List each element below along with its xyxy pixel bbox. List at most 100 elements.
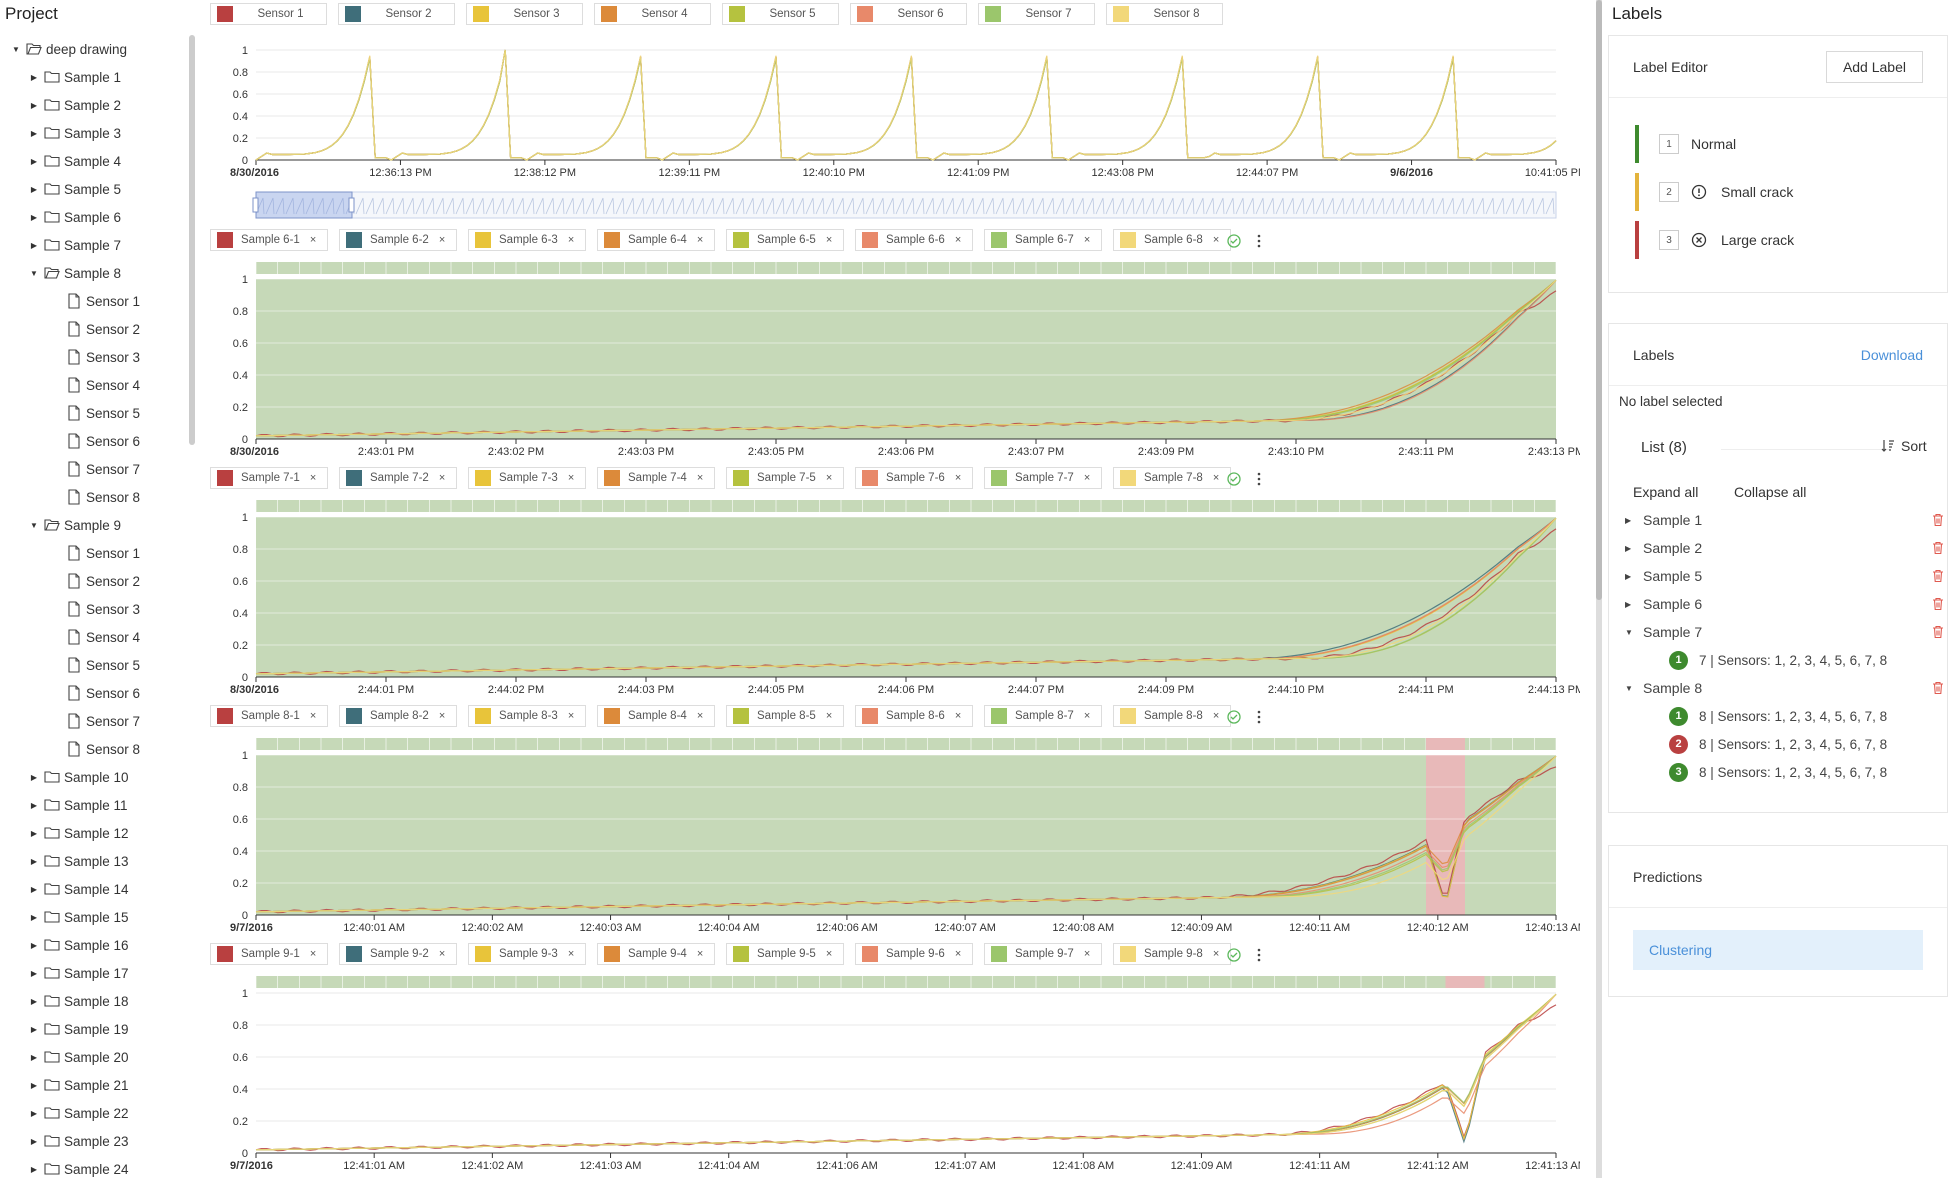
- caret-right-icon[interactable]: ▶: [30, 1108, 38, 1118]
- tree-folder-item[interactable]: ▶ Sample 2: [0, 91, 185, 119]
- tree-file-item[interactable]: Sensor 8: [0, 483, 185, 511]
- remove-series-icon[interactable]: ×: [696, 948, 704, 960]
- caret-down-icon[interactable]: ▼: [30, 520, 38, 530]
- sample-chart-9[interactable]: 1 0.8 0.6 0.4 0.2 09/7/2016 12:41:01 AM 12:41:0…: [210, 967, 1580, 1178]
- remove-series-icon[interactable]: ×: [1083, 710, 1091, 722]
- remove-series-icon[interactable]: ×: [438, 710, 446, 722]
- tree-folder-item[interactable]: ▶ Sample 11: [0, 791, 185, 819]
- caret-right-icon[interactable]: ▶: [30, 1164, 38, 1174]
- scrollbar-thumb[interactable]: [1596, 0, 1602, 600]
- tree-file-item[interactable]: Sensor 7: [0, 707, 185, 735]
- legend-chip[interactable]: Sample 6-1 ×: [210, 229, 328, 251]
- remove-series-icon[interactable]: ×: [309, 710, 317, 722]
- tree-folder-item[interactable]: ▶ Sample 14: [0, 875, 185, 903]
- caret-right-icon[interactable]: ▶: [30, 828, 38, 838]
- legend-chip[interactable]: Sample 8-1 ×: [210, 705, 328, 727]
- legend-chip[interactable]: Sample 7-6 ×: [855, 467, 973, 489]
- caret-right-icon[interactable]: ▶: [30, 1080, 38, 1090]
- legend-chip[interactable]: Sample 7-1 ×: [210, 467, 328, 489]
- legend-chip[interactable]: Sample 6-3 ×: [468, 229, 586, 251]
- caret-right-icon[interactable]: ▶: [30, 1136, 38, 1146]
- check-circle-icon[interactable]: [1227, 710, 1241, 724]
- collapse-all-link[interactable]: Collapse all: [1734, 484, 1807, 500]
- remove-series-icon[interactable]: ×: [567, 472, 575, 484]
- remove-series-icon[interactable]: ×: [825, 710, 833, 722]
- caret-right-icon[interactable]: ▶: [30, 912, 38, 922]
- more-vertical-icon[interactable]: [1256, 472, 1262, 486]
- remove-series-icon[interactable]: ×: [1212, 710, 1220, 722]
- legend-chip[interactable]: Sample 6-6 ×: [855, 229, 973, 251]
- caret-right-icon[interactable]: ▶: [30, 72, 38, 82]
- remove-series-icon[interactable]: ×: [1212, 948, 1220, 960]
- caret-down-icon[interactable]: ▼: [1625, 683, 1633, 693]
- caret-down-icon[interactable]: ▼: [12, 44, 20, 54]
- check-circle-icon[interactable]: [1227, 234, 1241, 248]
- caret-right-icon[interactable]: ▶: [30, 184, 38, 194]
- sample-chart-6[interactable]: 1 0.8 0.6 0.4 0.2 08/30/2016 2:43:01 PM 2:43:02…: [210, 253, 1580, 468]
- label-list-item[interactable]: ▼ Sample 8: [1609, 674, 1949, 702]
- caret-down-icon[interactable]: ▼: [1625, 627, 1633, 637]
- remove-series-icon[interactable]: ×: [1212, 234, 1220, 246]
- label-instance[interactable]: 3 8 | Sensors: 1, 2, 3, 4, 5, 6, 7, 8: [1609, 758, 1949, 786]
- caret-right-icon[interactable]: ▶: [30, 884, 38, 894]
- add-label-button[interactable]: Add Label: [1825, 50, 1923, 83]
- label-definition-row[interactable]: 3 Large crack: [1609, 216, 1947, 264]
- label-list-item[interactable]: ▶ Sample 2: [1609, 534, 1949, 562]
- legend-chip[interactable]: Sensor 7: [978, 3, 1095, 25]
- caret-right-icon[interactable]: ▶: [1625, 543, 1632, 553]
- remove-series-icon[interactable]: ×: [1083, 472, 1091, 484]
- tree-file-item[interactable]: Sensor 7: [0, 455, 185, 483]
- tree-file-item[interactable]: Sensor 2: [0, 315, 185, 343]
- tree-folder-item[interactable]: ▶ Sample 13: [0, 847, 185, 875]
- remove-series-icon[interactable]: ×: [825, 472, 833, 484]
- legend-chip[interactable]: Sample 8-4 ×: [597, 705, 715, 727]
- navigator-handle-left[interactable]: [252, 197, 259, 213]
- remove-series-icon[interactable]: ×: [954, 710, 962, 722]
- tree-folder-item[interactable]: ▶ Sample 15: [0, 903, 185, 931]
- legend-chip[interactable]: Sensor 2: [338, 3, 455, 25]
- tree-file-item[interactable]: Sensor 4: [0, 623, 185, 651]
- caret-right-icon[interactable]: ▶: [1625, 515, 1632, 525]
- tree-file-item[interactable]: Sensor 6: [0, 679, 185, 707]
- caret-right-icon[interactable]: ▶: [30, 772, 38, 782]
- sample-chart-8[interactable]: 1 0.8 0.6 0.4 0.2 09/7/2016 12:40:01 AM 12:40:0…: [210, 729, 1580, 944]
- tree-folder-item[interactable]: ▶ Sample 6: [0, 203, 185, 231]
- legend-chip[interactable]: Sample 9-5 ×: [726, 943, 844, 965]
- legend-chip[interactable]: Sample 7-8 ×: [1113, 467, 1231, 489]
- tree-folder-item[interactable]: ▶ Sample 12: [0, 819, 185, 847]
- navigator-track[interactable]: [255, 191, 1557, 219]
- trash-icon[interactable]: [1931, 681, 1945, 695]
- remove-series-icon[interactable]: ×: [309, 472, 317, 484]
- more-vertical-icon[interactable]: [1256, 710, 1262, 724]
- tree-folder-item[interactable]: ▶ Sample 19: [0, 1015, 185, 1043]
- legend-chip[interactable]: Sample 7-3 ×: [468, 467, 586, 489]
- remove-series-icon[interactable]: ×: [954, 948, 962, 960]
- remove-series-icon[interactable]: ×: [567, 710, 575, 722]
- caret-right-icon[interactable]: ▶: [30, 1052, 38, 1062]
- tree-file-item[interactable]: Sensor 1: [0, 287, 185, 315]
- sort-button[interactable]: Sort: [1881, 438, 1927, 454]
- label-strip-crack[interactable]: [1426, 738, 1465, 750]
- legend-chip[interactable]: Sample 7-4 ×: [597, 467, 715, 489]
- tree-folder-item[interactable]: ▶ Sample 21: [0, 1071, 185, 1099]
- download-link[interactable]: Download: [1860, 346, 1923, 363]
- label-list-item[interactable]: ▶ Sample 5: [1609, 562, 1949, 590]
- label-definition-row[interactable]: 1 Normal: [1609, 120, 1947, 168]
- legend-chip[interactable]: Sample 9-2 ×: [339, 943, 457, 965]
- legend-chip[interactable]: Sample 9-3 ×: [468, 943, 586, 965]
- legend-chip[interactable]: Sensor 4: [594, 3, 711, 25]
- caret-right-icon[interactable]: ▶: [30, 940, 38, 950]
- tree-file-item[interactable]: Sensor 5: [0, 399, 185, 427]
- legend-chip[interactable]: Sample 9-8 ×: [1113, 943, 1231, 965]
- remove-series-icon[interactable]: ×: [438, 948, 446, 960]
- legend-chip[interactable]: Sample 8-2 ×: [339, 705, 457, 727]
- tree-folder-item[interactable]: ▶ Sample 23: [0, 1127, 185, 1155]
- remove-series-icon[interactable]: ×: [438, 234, 446, 246]
- label-instance[interactable]: 1 7 | Sensors: 1, 2, 3, 4, 5, 6, 7, 8: [1609, 646, 1949, 674]
- range-navigator[interactable]: [210, 190, 1580, 220]
- legend-chip[interactable]: Sample 6-2 ×: [339, 229, 457, 251]
- label-strip-crack[interactable]: [1445, 976, 1485, 988]
- trash-icon[interactable]: [1931, 625, 1945, 639]
- remove-series-icon[interactable]: ×: [438, 472, 446, 484]
- legend-chip[interactable]: Sample 8-7 ×: [984, 705, 1102, 727]
